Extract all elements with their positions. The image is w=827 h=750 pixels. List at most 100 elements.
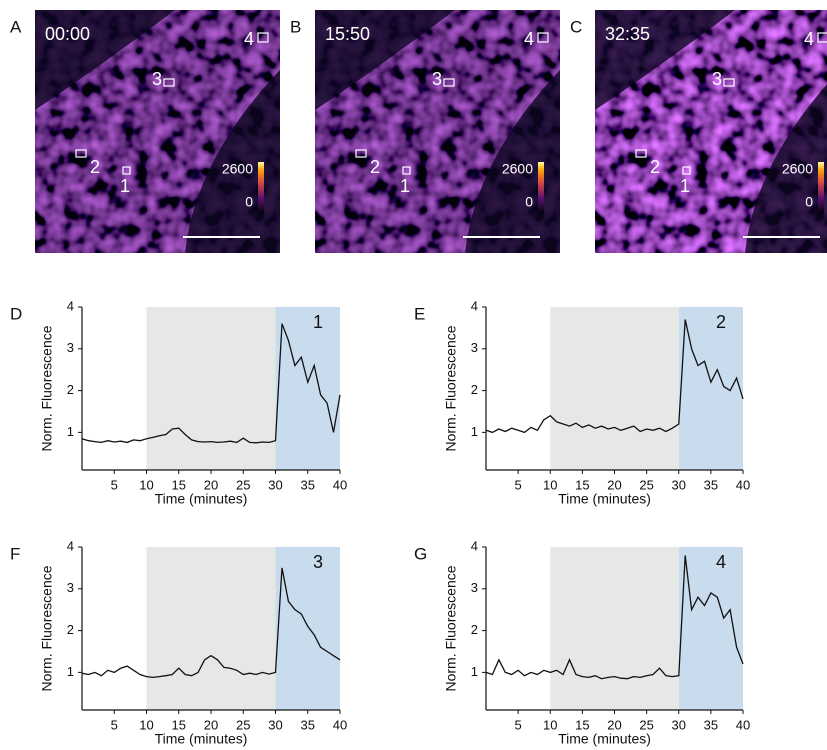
micrograph: 15:50 2600 0 12 3 4 bbox=[315, 10, 560, 253]
y-tick-label: 4 bbox=[67, 538, 74, 553]
shaded-interval bbox=[550, 307, 679, 470]
x-tick-label: 25 bbox=[236, 717, 250, 732]
y-axis-label: Norm. Fluorescence bbox=[443, 565, 459, 691]
y-tick-label: 2 bbox=[67, 622, 74, 637]
x-tick-label: 35 bbox=[301, 477, 315, 492]
x-tick-label: 15 bbox=[172, 477, 186, 492]
panel-letter: F bbox=[10, 544, 20, 563]
shaded-interval bbox=[678, 307, 743, 470]
x-tick-label: 40 bbox=[736, 717, 750, 732]
panel-letter: B bbox=[290, 17, 301, 36]
x-tick-label: 30 bbox=[268, 477, 282, 492]
panel-letter: E bbox=[414, 304, 425, 323]
colorbar-min: 0 bbox=[245, 194, 253, 210]
micrograph: 32:35 2600 0 12 3 4 bbox=[595, 10, 827, 253]
x-axis-label: Time (minutes) bbox=[558, 491, 651, 507]
x-tick-label: 10 bbox=[139, 717, 153, 732]
roi-label: 1 bbox=[400, 176, 410, 196]
y-tick-label: 3 bbox=[471, 580, 478, 595]
colorbar-min: 0 bbox=[805, 194, 813, 210]
roi-box bbox=[817, 32, 827, 43]
x-tick-label: 35 bbox=[704, 477, 718, 492]
shaded-interval bbox=[146, 547, 276, 710]
roi-label: 3 bbox=[432, 69, 442, 89]
y-tick-label: 4 bbox=[67, 298, 74, 313]
y-axis-label: Norm. Fluorescence bbox=[39, 565, 55, 691]
x-tick-label: 5 bbox=[111, 717, 118, 732]
y-axis-label: Norm. Fluorescence bbox=[39, 325, 55, 451]
dark-region bbox=[315, 10, 560, 253]
roi-label: 4 bbox=[244, 29, 254, 49]
colorbar-max: 2600 bbox=[222, 161, 253, 177]
x-axis-label: Time (minutes) bbox=[155, 731, 248, 747]
x-tick-label: 10 bbox=[543, 477, 557, 492]
x-tick-label: 5 bbox=[515, 477, 522, 492]
x-tick-label: 30 bbox=[268, 717, 282, 732]
x-tick-label: 40 bbox=[736, 477, 750, 492]
x-tick-label: 35 bbox=[301, 717, 315, 732]
x-tick-label: 5 bbox=[515, 717, 522, 732]
roi-box bbox=[163, 78, 175, 87]
x-tick-label: 40 bbox=[333, 477, 347, 492]
y-tick-label: 4 bbox=[471, 298, 478, 313]
roi-box bbox=[635, 149, 647, 158]
shaded-interval bbox=[146, 307, 276, 470]
x-tick-label: 20 bbox=[607, 717, 621, 732]
y-tick-label: 3 bbox=[67, 340, 74, 355]
x-tick-label: 15 bbox=[575, 717, 589, 732]
panel-letter: D bbox=[10, 304, 22, 323]
roi-label: 2 bbox=[370, 157, 380, 177]
x-axis-label: Time (minutes) bbox=[155, 491, 248, 507]
roi-label: 1 bbox=[120, 176, 130, 196]
roi-label: 3 bbox=[712, 69, 722, 89]
shaded-interval bbox=[678, 547, 743, 710]
panel-letter: C bbox=[570, 17, 582, 36]
shaded-interval bbox=[275, 547, 340, 710]
x-tick-label: 10 bbox=[543, 717, 557, 732]
roi-box bbox=[75, 149, 87, 158]
x-tick-label: 5 bbox=[111, 477, 118, 492]
x-tick-label: 30 bbox=[672, 477, 686, 492]
x-tick-label: 40 bbox=[333, 717, 347, 732]
roi-number: 4 bbox=[716, 552, 726, 572]
y-tick-label: 1 bbox=[67, 664, 74, 679]
y-axis-label: Norm. Fluorescence bbox=[443, 325, 459, 451]
roi-box bbox=[122, 166, 131, 175]
panel-letter: G bbox=[414, 544, 427, 563]
timestamp: 15:50 bbox=[325, 24, 370, 44]
y-tick-label: 2 bbox=[471, 622, 478, 637]
colorbar-min: 0 bbox=[525, 194, 533, 210]
x-tick-label: 20 bbox=[204, 477, 218, 492]
roi-label: 1 bbox=[680, 176, 690, 196]
roi-number: 1 bbox=[313, 312, 323, 332]
roi-box bbox=[402, 166, 411, 175]
roi-box bbox=[537, 32, 549, 43]
panel-letter: A bbox=[10, 17, 22, 36]
roi-box bbox=[355, 149, 367, 158]
roi-box bbox=[723, 78, 735, 87]
timestamp: 00:00 bbox=[45, 24, 90, 44]
colorbar-max: 2600 bbox=[782, 161, 813, 177]
data-line bbox=[81, 323, 341, 444]
x-tick-label: 30 bbox=[672, 717, 686, 732]
x-tick-label: 25 bbox=[236, 477, 250, 492]
data-line bbox=[485, 555, 744, 680]
roi-label: 4 bbox=[804, 29, 814, 49]
colorbar bbox=[818, 162, 824, 214]
roi-number: 2 bbox=[716, 312, 726, 332]
y-tick-label: 3 bbox=[471, 340, 478, 355]
roi-box bbox=[443, 78, 455, 87]
data-line bbox=[485, 319, 744, 434]
y-tick-label: 2 bbox=[471, 382, 478, 397]
x-tick-label: 20 bbox=[204, 717, 218, 732]
roi-number: 3 bbox=[313, 552, 323, 572]
x-axis-label: Time (minutes) bbox=[558, 731, 651, 747]
dark-region bbox=[35, 10, 280, 253]
roi-box bbox=[682, 166, 691, 175]
x-tick-label: 20 bbox=[607, 477, 621, 492]
y-tick-label: 1 bbox=[471, 424, 478, 439]
roi-label: 2 bbox=[650, 157, 660, 177]
roi-label: 3 bbox=[152, 69, 162, 89]
x-tick-label: 25 bbox=[639, 477, 653, 492]
